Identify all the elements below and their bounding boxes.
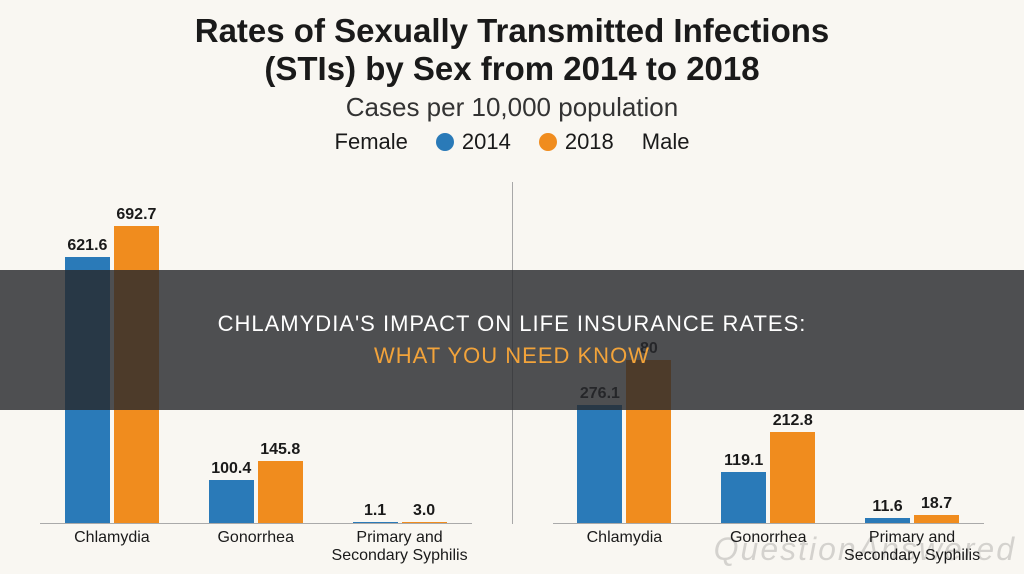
overlay-line-2: WHAT YOU NEED KNOW — [374, 343, 650, 369]
bar-value-label: 621.6 — [67, 237, 107, 255]
bar-value-label: 11.6 — [872, 498, 902, 516]
category-label: Chlamydia — [587, 529, 663, 547]
chart-title: Rates of Sexually Transmitted Infections… — [0, 0, 1024, 88]
title-line-1: Rates of Sexually Transmitted Infections — [195, 12, 830, 49]
bar-group: 100.4145.8Gonorrhea — [209, 461, 303, 523]
legend-swatch-2018 — [539, 133, 557, 151]
category-label: Chlamydia — [74, 529, 150, 547]
bar: 11.6 — [865, 518, 910, 523]
overlay-line-1: CHLAMYDIA'S IMPACT ON LIFE INSURANCE RAT… — [218, 311, 807, 337]
bar: 3.0 — [402, 522, 447, 523]
chart-subtitle: Cases per 10,000 population — [0, 92, 1024, 123]
bar-value-label: 212.8 — [773, 412, 813, 430]
bar-value-label: 692.7 — [116, 206, 156, 224]
bar: 212.8 — [770, 432, 815, 523]
bar: 100.4 — [209, 480, 254, 523]
bar: 119.1 — [721, 472, 766, 523]
bar-value-label: 18.7 — [921, 495, 952, 513]
bar: 145.8 — [258, 461, 303, 523]
bar-value-label: 3.0 — [413, 502, 435, 520]
bar: 276.1 — [577, 405, 622, 523]
legend-label-2014: 2014 — [462, 129, 511, 155]
category-label: Gonorrhea — [217, 529, 294, 547]
category-label: Primary andSecondary Syphilis — [332, 529, 468, 564]
bar-value-label: 100.4 — [211, 460, 251, 478]
legend-row: Female 2014 2018 Male — [0, 129, 1024, 155]
legend-item-2018: 2018 — [539, 129, 614, 155]
title-line-2: (STIs) by Sex from 2014 to 2018 — [264, 50, 759, 87]
bar-value-label: 119.1 — [724, 452, 763, 470]
legend-swatch-2014 — [436, 133, 454, 151]
bar-group: 11.618.7Primary andSecondary Syphilis — [865, 515, 959, 523]
legend-label-2018: 2018 — [565, 129, 614, 155]
bar: 18.7 — [914, 515, 959, 523]
bar-value-label: 145.8 — [260, 441, 300, 459]
overlay-banner: CHLAMYDIA'S IMPACT ON LIFE INSURANCE RAT… — [0, 270, 1024, 410]
panel-label-female: Female — [335, 129, 408, 155]
watermark: QuestionAnswered — [714, 531, 1016, 568]
bar-group: 119.1212.8Gonorrhea — [721, 432, 815, 523]
legend-item-2014: 2014 — [436, 129, 511, 155]
panel-label-male: Male — [642, 129, 690, 155]
bar: 1.1 — [353, 522, 398, 523]
bar-group: 1.13.0Primary andSecondary Syphilis — [353, 522, 447, 523]
bar-value-label: 1.1 — [364, 502, 386, 520]
